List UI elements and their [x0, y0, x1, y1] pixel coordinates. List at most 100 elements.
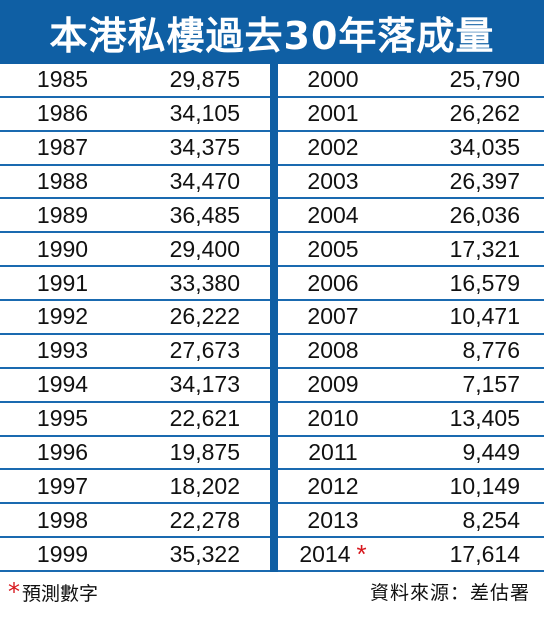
year-cell: 2001 — [307, 100, 359, 127]
table-row: 2005 17,321 — [278, 233, 544, 268]
table-row: 1997 18,202 — [0, 470, 270, 505]
year-cell: 1997 — [36, 472, 89, 499]
forecast-asterisk-icon: * — [8, 578, 20, 606]
completions-value-cell: 26,222 — [169, 303, 240, 330]
year-cell: 1999 — [36, 540, 89, 567]
year-cell: 2011 — [308, 438, 358, 465]
completions-value-cell: 27,673 — [169, 337, 240, 364]
year-cell: 2003 — [307, 168, 359, 195]
completions-value-cell: 26,036 — [449, 201, 520, 228]
table-row: 1992 26,222 — [0, 301, 270, 335]
year-cell: 1989 — [36, 201, 89, 228]
source-credit: 資料來源：差估署 — [369, 582, 530, 604]
completions-value-cell: 8,254 — [462, 506, 520, 533]
year-cell: 1988 — [36, 168, 89, 195]
year-cell: 1985 — [36, 66, 89, 93]
table-row: 1989 36,485 — [0, 199, 270, 234]
year-cell: 1995 — [36, 405, 89, 432]
table-column-left: 1985 29,875 1986 34,105 1987 34,375 1988 34,470… — [0, 64, 270, 572]
table-row: 2007 10,471 — [278, 301, 544, 335]
year-cell: 1991 — [36, 269, 89, 296]
table-row: 2012 10,149 — [278, 470, 544, 505]
completions-value-cell: 8,776 — [462, 337, 520, 364]
column-divider — [270, 64, 278, 572]
table-row: 2010 13,405 — [278, 403, 544, 437]
table-row: 1993 27,673 — [0, 335, 270, 369]
completions-value-cell: 17,614 — [449, 540, 520, 567]
table-row: 2003 26,397 — [278, 166, 544, 200]
year-cell: 1998 — [36, 506, 89, 533]
table-row: 1988 34,470 — [0, 166, 270, 200]
table-row: 2004 26,036 — [278, 199, 544, 234]
table-row: 2013 8,254 — [278, 504, 544, 539]
year-cell: 1990 — [36, 235, 89, 262]
table-row: 1998 22,278 — [0, 504, 270, 539]
completions-value-cell: 26,397 — [449, 168, 520, 195]
table-row: 1985 29,875 — [0, 64, 270, 98]
year-cell: 1994 — [36, 371, 89, 398]
year-cell: 1993 — [36, 337, 89, 364]
year-cell: 2002 — [307, 134, 359, 161]
completions-value-cell: 35,322 — [169, 540, 240, 567]
completions-value-cell: 34,470 — [169, 168, 240, 195]
table-row: 1991 33,380 — [0, 267, 270, 302]
table-row: 2002 34,035 — [278, 132, 544, 166]
completions-value-cell: 19,875 — [169, 438, 240, 465]
table-row: 2000 25,790 — [278, 64, 544, 98]
year-cell: 1992 — [36, 303, 89, 330]
completions-value-cell: 34,173 — [169, 371, 240, 398]
completions-value-cell: 34,375 — [169, 134, 240, 161]
table-row: 1999 35,322 — [0, 538, 270, 572]
completions-value-cell: 10,149 — [449, 472, 520, 499]
year-cell: 1987 — [36, 134, 89, 161]
completions-value-cell: 36,485 — [169, 201, 240, 228]
completions-value-cell: 34,035 — [449, 134, 520, 161]
table-row: 2006 16,579 — [278, 267, 544, 302]
forecast-asterisk-icon: * — [356, 539, 367, 570]
completions-value-cell: 10,471 — [449, 303, 520, 330]
table-row: 2008 8,776 — [278, 335, 544, 369]
table-row: 2011 9,449 — [278, 437, 544, 471]
year-cell: 1986 — [36, 100, 89, 127]
footnote-text: 預測數字 — [22, 582, 99, 605]
year-cell: 2006 — [307, 269, 359, 296]
table-title: 本港私樓過去30年落成量 — [0, 0, 544, 64]
table-column-right: 2000 25,790 2001 26,262 2002 34,035 2003 26,397… — [278, 64, 544, 572]
table-row: 1996 19,875 — [0, 437, 270, 471]
completions-value-cell: 34,105 — [169, 100, 240, 127]
table-row: 1990 29,400 — [0, 233, 270, 268]
table-row: 1995 22,621 — [0, 403, 270, 437]
year-cell: 2012 — [307, 472, 359, 499]
year-cell: 2005 — [307, 235, 359, 262]
completions-value-cell: 9,449 — [462, 438, 520, 465]
completions-value-cell: 29,400 — [169, 235, 240, 262]
table-row: 2014 * 17,614 — [278, 538, 544, 572]
table-row: 1987 34,375 — [0, 132, 270, 166]
year-cell: 2007 — [307, 303, 359, 330]
completions-value-cell: 22,621 — [169, 405, 240, 432]
year-cell: 2008 — [307, 337, 359, 364]
footnote: * 預測數字 — [8, 578, 98, 606]
year-cell: 2004 — [307, 201, 359, 228]
completions-value-cell: 7,157 — [462, 371, 520, 398]
completions-value-cell: 16,579 — [449, 269, 520, 296]
completions-value-cell: 25,790 — [449, 66, 520, 93]
completions-value-cell: 22,278 — [169, 506, 240, 533]
year-cell: 2009 — [307, 371, 359, 398]
year-cell: 1996 — [36, 438, 89, 465]
completions-value-cell: 18,202 — [169, 472, 240, 499]
completions-value-cell: 13,405 — [449, 405, 520, 432]
table-row: 2001 26,262 — [278, 98, 544, 132]
year-cell: 2014 * — [299, 539, 367, 570]
completions-table: 1985 29,875 1986 34,105 1987 34,375 1988 34,470… — [0, 64, 544, 572]
year-cell: 2010 — [307, 405, 359, 432]
table-row: 1994 34,173 — [0, 369, 270, 403]
completions-value-cell: 29,875 — [169, 66, 240, 93]
completions-value-cell: 33,380 — [169, 269, 240, 296]
year-cell: 2000 — [307, 66, 359, 93]
footer: * 預測數字 資料來源：差估署 — [0, 572, 544, 618]
table-row: 1986 34,105 — [0, 98, 270, 132]
completions-value-cell: 26,262 — [449, 100, 520, 127]
completions-value-cell: 17,321 — [449, 235, 520, 262]
table-row: 2009 7,157 — [278, 369, 544, 403]
